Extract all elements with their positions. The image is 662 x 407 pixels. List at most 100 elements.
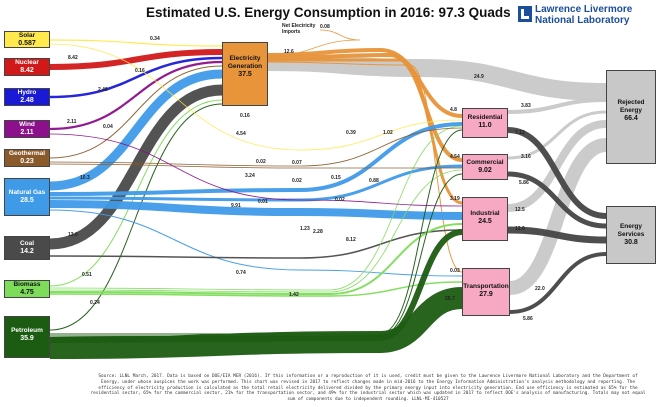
logo-line-2: National Laboratory bbox=[535, 15, 630, 26]
flow-label-elec-rejected: 24.9 bbox=[474, 74, 484, 80]
output-value: 66.4 bbox=[624, 115, 638, 122]
source-label: Coal bbox=[19, 240, 35, 247]
flow-label-nuclear-elec: 8.42 bbox=[68, 55, 78, 61]
flow-label-res-rej: 3.83 bbox=[521, 103, 531, 109]
source-footnote: Source: LLNL March, 2017. Data is based … bbox=[90, 374, 646, 403]
source-label: Natural Gas bbox=[8, 189, 46, 196]
flow-label-solar-com: 0.02 bbox=[292, 178, 302, 184]
source-value: 8.42 bbox=[20, 67, 34, 74]
source-label: Biomass bbox=[13, 281, 41, 288]
flow-label-bio-res: 0.39 bbox=[346, 130, 356, 136]
source-label: Hydro bbox=[17, 89, 37, 96]
sector-label: Residential bbox=[467, 114, 503, 121]
electricity-generation-box: Electricity Generation 37.5 bbox=[222, 42, 268, 106]
flow-label-pet-res: 1.02 bbox=[383, 130, 393, 136]
sector-industrial: Industrial 24.5 bbox=[462, 197, 508, 241]
flow-label-bio-com: 0.15 bbox=[331, 175, 341, 181]
flow-label-pet-com: 0.88 bbox=[369, 178, 379, 184]
flow-coal-ind bbox=[49, 229, 463, 259]
flow-label-ng-elec: 10.3 bbox=[80, 175, 90, 181]
flow-label-trans-serv: 5.86 bbox=[523, 316, 533, 322]
source-value: 35.9 bbox=[20, 335, 34, 342]
sector-commercial: Commercial 9.02 bbox=[462, 154, 508, 180]
sector-residential: Residential 11.0 bbox=[462, 108, 508, 138]
source-hydro: Hydro 2.48 bbox=[4, 88, 50, 106]
flow-elec-ind bbox=[268, 58, 463, 205]
flow-geo-res bbox=[49, 127, 463, 167]
flow-ng-trans bbox=[49, 209, 463, 277]
sector-value: 27.9 bbox=[479, 291, 493, 298]
energy-services-box: Energy Services 30.8 bbox=[606, 206, 656, 264]
flow-coal-elec bbox=[49, 84, 223, 250]
flow-res-rejected bbox=[507, 98, 607, 114]
source-label: Wind bbox=[19, 121, 35, 128]
flow-bio-com bbox=[49, 169, 463, 293]
flow-label-misc1: 0.01 bbox=[258, 199, 268, 205]
flow-label-elec-ind: 3.19 bbox=[450, 196, 460, 202]
flow-geo-com bbox=[49, 163, 462, 169]
source-label: Solar bbox=[18, 32, 36, 39]
source-biomass: Biomass 4.75 bbox=[4, 280, 50, 298]
source-label: Geothermal bbox=[8, 150, 46, 157]
flow-res-services bbox=[507, 127, 607, 219]
flow-label-hydro-elec: 2.46 bbox=[98, 87, 108, 93]
source-natural-gas: Natural Gas 28.5 bbox=[4, 178, 50, 216]
sector-transportation: Transportation 27.9 bbox=[462, 268, 510, 316]
flow-label-pet-elec: 0.24 bbox=[90, 300, 100, 306]
flow-label-ind-rej: 12.5 bbox=[515, 207, 525, 213]
sector-label: Transportation bbox=[463, 283, 509, 290]
flow-label-elec-trans: 0.03 bbox=[450, 268, 460, 274]
llnl-logo: Lawrence Livermore National Laboratory bbox=[518, 4, 658, 30]
sector-label: Industrial bbox=[470, 210, 500, 217]
source-value: 2.48 bbox=[20, 97, 34, 104]
sector-value: 9.02 bbox=[478, 167, 492, 174]
flow-label-elec-total: 12.6 bbox=[284, 49, 294, 55]
flow-label-bio-ind: 2.28 bbox=[313, 229, 323, 235]
flow-label-elec-com: 4.54 bbox=[450, 154, 460, 160]
flow-hydro-elec bbox=[49, 56, 223, 99]
sector-value: 11.0 bbox=[478, 122, 492, 129]
source-value: 0.587 bbox=[18, 40, 36, 47]
source-value: 2.11 bbox=[20, 129, 34, 136]
rejected-energy-box: Rejected Energy 66.4 bbox=[606, 70, 656, 164]
flow-net-imports bbox=[267, 29, 361, 57]
flow-solar-elec bbox=[49, 39, 223, 47]
source-value: 4.75 bbox=[20, 289, 34, 296]
flow-label-geo-com: 0.07 bbox=[292, 160, 302, 166]
flow-label-trans-rej: 22.0 bbox=[535, 286, 545, 292]
flow-label-res-serv: 7.12 bbox=[515, 130, 525, 136]
flow-com-services bbox=[507, 171, 607, 229]
source-petroleum: Petroleum 35.9 bbox=[4, 316, 50, 358]
flow-label-coal-ind: 1.23 bbox=[300, 226, 310, 232]
flow-geo-elec bbox=[49, 65, 223, 159]
hub-label: Electricity Generation bbox=[227, 55, 263, 70]
flow-nuclear-elec bbox=[49, 49, 223, 70]
flow-ind-rejected bbox=[507, 120, 607, 212]
flow-label-bio-trans: 1.42 bbox=[289, 292, 299, 298]
output-label: Rejected Energy bbox=[617, 99, 645, 114]
flow-wind-misc bbox=[49, 133, 463, 207]
flow-label-com-serv: 5.86 bbox=[519, 180, 529, 186]
flow-elec-rejected bbox=[267, 53, 607, 101]
flow-label-geo-res: 0.02 bbox=[256, 159, 266, 165]
flow-label-wind-elec: 2.11 bbox=[67, 119, 77, 125]
source-value: 14.2 bbox=[20, 248, 34, 255]
flow-label-solar-elec: 0.34 bbox=[150, 36, 160, 42]
source-label: Petroleum bbox=[11, 327, 43, 334]
source-nuclear: Nuclear 8.42 bbox=[4, 58, 50, 76]
output-label: Energy Services bbox=[617, 223, 645, 238]
sector-label: Commercial bbox=[466, 159, 504, 166]
flow-pet-trans bbox=[49, 287, 463, 359]
source-wind: Wind 2.11 bbox=[4, 120, 50, 138]
flow-label-ng-res: 4.54 bbox=[236, 131, 246, 137]
llnl-logo-icon bbox=[518, 6, 532, 22]
flow-elec-res bbox=[267, 47, 463, 118]
flow-label-ind-serv: 12.0 bbox=[515, 226, 525, 232]
flow-trans-rejected bbox=[508, 138, 608, 295]
source-value: 0.23 bbox=[20, 158, 34, 165]
hub-value: 37.5 bbox=[238, 71, 252, 78]
flow-label-ng-com: 3.24 bbox=[245, 173, 255, 179]
flow-label-bio-elec: 0.51 bbox=[82, 272, 92, 278]
